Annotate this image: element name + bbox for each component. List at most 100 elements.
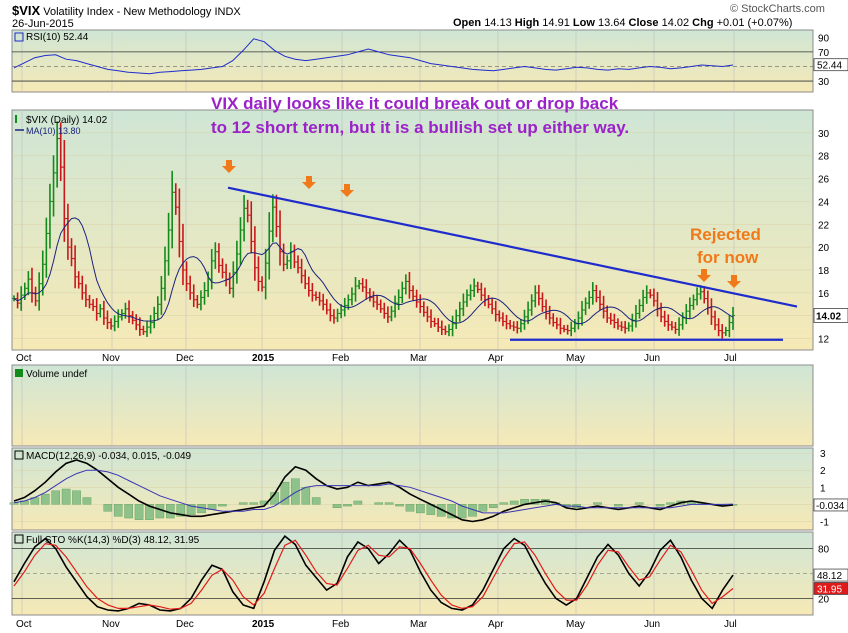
macd-histogram-bar (61, 488, 71, 505)
volume-legend-swatch (15, 369, 23, 377)
macd-histogram-bar (666, 502, 675, 505)
price-ytick-22: 22 (818, 220, 830, 231)
sto-ytick-80: 80 (818, 545, 830, 556)
sto-d-last-box (813, 582, 848, 595)
price-last-value: 14.02 (816, 311, 841, 322)
price-month-label-Dec: Dec (176, 353, 194, 364)
macd-histogram-bar (332, 504, 342, 508)
macd-histogram-bar (614, 504, 623, 507)
macd-histogram-bar (384, 502, 394, 505)
price-legend: $VIX (Daily) 14.02 (26, 115, 108, 126)
macd-histogram-bar (405, 504, 415, 512)
exchange: INDX (214, 6, 241, 18)
index-name: Volatility Index - New Methodology (43, 6, 212, 18)
macd-histogram-bar (40, 493, 50, 505)
macd-histogram-bar (489, 504, 498, 508)
sto-month-label-2015: 2015 (252, 619, 275, 630)
high-value: 14.91 (542, 17, 570, 29)
annotation-rejected-line-0: Rejected (690, 225, 761, 244)
rsi-line (13, 38, 734, 75)
low-value: 13.64 (597, 17, 626, 29)
macd-histogram-bar (291, 478, 300, 505)
price-legend-swatch (15, 115, 17, 123)
price-last-box (813, 308, 848, 323)
annotation-main-line-0: VIX daily looks like it could break out … (211, 94, 619, 113)
chart-date: 26-Jun-2015 (12, 18, 74, 30)
ma-legend: MA(10) 13.80 (26, 126, 81, 136)
macd-last-box (813, 498, 848, 512)
open-value: 14.13 (484, 17, 512, 29)
macd-last-value: -0.034 (816, 501, 845, 512)
macd-histogram-bar (238, 502, 248, 505)
sto-month-label-Nov: Nov (102, 619, 120, 630)
price-month-label-May: May (566, 353, 585, 364)
macd-histogram-bar (395, 504, 404, 507)
macd-histogram-bar (186, 504, 196, 515)
macd-legend: MACD(12,26,9) -0.034, 0.015, -0.049 (26, 451, 192, 462)
macd-ytick-2: 2 (820, 466, 826, 477)
macd-legend-swatch (14, 450, 24, 460)
macd-histogram-bar (249, 502, 258, 505)
macd-histogram-bar (353, 500, 363, 505)
macd-histogram-bar (145, 504, 154, 520)
sto-d-last-value: 31.95 (817, 584, 842, 595)
macd-histogram-bar (416, 504, 425, 514)
vol-panel-bg (11, 364, 814, 447)
price-month-label-Feb: Feb (332, 353, 350, 364)
macd-histogram-bar (457, 504, 467, 519)
macd-histogram-bar (103, 504, 113, 512)
brand-watermark: © StockCharts.com (730, 3, 825, 15)
price-month-label-Jun: Jun (644, 353, 660, 364)
down-arrow-marker (302, 176, 316, 189)
down-arrow-marker (727, 275, 741, 288)
macd-histogram-bar (301, 487, 311, 505)
annotation-main-line-1: to 12 short term, but it is a bullish se… (211, 118, 629, 137)
macd-histogram-bar (113, 504, 123, 517)
macd-ytick--1: -1 (820, 517, 829, 528)
down-arrow-marker (340, 184, 354, 197)
macd-histogram-bar (478, 504, 488, 512)
rsi-ytick-90: 90 (818, 33, 830, 44)
rsi-legend-swatch (14, 32, 24, 42)
macd-histogram-bar (593, 502, 602, 505)
chart-title-line: $VIX Volatility Index - New Methodology … (12, 3, 241, 18)
price-ytick-26: 26 (818, 175, 830, 186)
macd-signal-line (13, 469, 734, 514)
macd-histogram-bar (280, 481, 290, 505)
price-ytick-16: 16 (818, 289, 830, 300)
macd-histogram-bar (509, 500, 519, 505)
ohlc-readout: Open 14.13 High 14.91 Low 13.64 Close 14… (453, 17, 792, 29)
sto-month-label-Dec: Dec (176, 619, 194, 630)
sto-d-line (13, 539, 734, 610)
macd-histogram-bar (499, 502, 509, 505)
chg-value: +0.01 (+0.07%) (716, 17, 793, 29)
rsi-panel-bg (11, 29, 814, 93)
sto-k-line (13, 534, 734, 612)
price-month-label-Apr: Apr (488, 353, 504, 364)
resistance-trendline (227, 186, 798, 308)
sto-month-label-Jul: Jul (724, 619, 737, 630)
rsi-ytick-70: 70 (818, 48, 830, 59)
macd-histogram-bar (72, 490, 81, 505)
price-month-label-Jul: Jul (724, 353, 737, 364)
price-ytick-18: 18 (818, 266, 830, 277)
rsi-last-box (813, 58, 848, 72)
sto-k-last-box (813, 568, 848, 582)
rsi-last-value: 52.44 (817, 61, 842, 72)
macd-line (13, 459, 734, 523)
sto-month-label-Oct: Oct (16, 619, 32, 630)
macd-histogram-bar (218, 504, 227, 507)
price-month-label-Nov: Nov (102, 353, 120, 364)
macd-histogram-bar (51, 490, 60, 505)
chg-label: Chg (692, 17, 714, 29)
price-month-label-2015: 2015 (252, 353, 275, 364)
price-panel-bg (11, 109, 814, 351)
sto-k-last-value: 48.12 (817, 571, 842, 582)
symbol: $VIX (12, 3, 41, 18)
price-ytick-12: 12 (818, 335, 830, 346)
sto-month-label-Mar: Mar (410, 619, 428, 630)
price-ytick-24: 24 (818, 197, 830, 208)
macd-ytick-3: 3 (820, 449, 826, 460)
rsi-legend: RSI(10) 52.44 (26, 32, 89, 43)
